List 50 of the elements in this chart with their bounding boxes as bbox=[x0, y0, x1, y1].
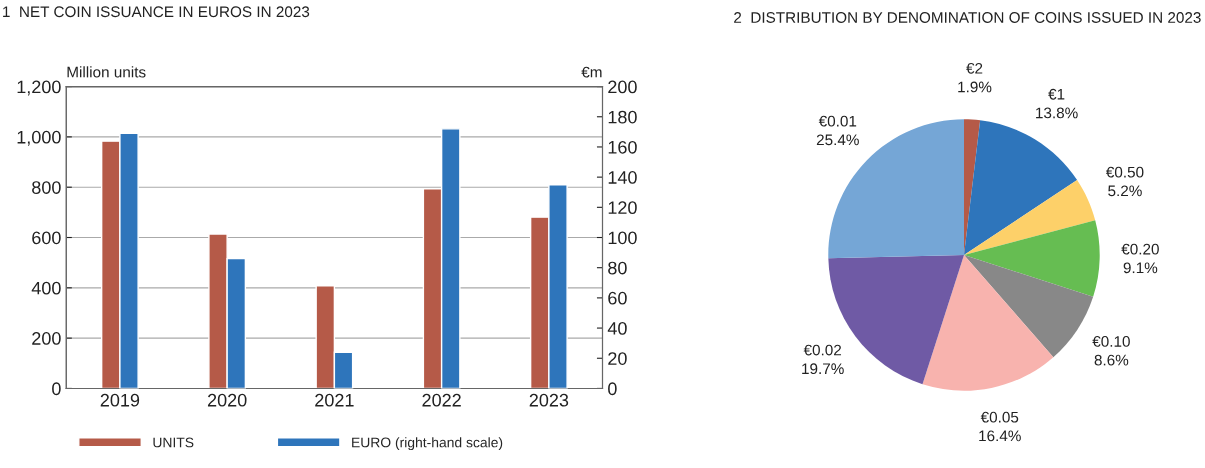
data-label: 5.2% bbox=[1108, 185, 1142, 197]
pie-slice bbox=[964, 220, 1100, 297]
legend-label: UNITS bbox=[153, 437, 194, 448]
y2-tick-label: 160 bbox=[608, 140, 637, 154]
y-axis-title: Million units bbox=[67, 66, 146, 78]
x-tick-label: 2021 bbox=[315, 393, 354, 407]
y2-tick-label: 140 bbox=[608, 171, 637, 184]
data-label: 19.7% bbox=[802, 363, 844, 375]
y-tick-label: 600 bbox=[32, 231, 61, 245]
slice-label: €0.01 bbox=[818, 115, 857, 127]
y-tick-label: 800 bbox=[32, 181, 61, 194]
pie-slice bbox=[964, 255, 1094, 358]
slice-label: €2 bbox=[966, 62, 983, 74]
slice-label: €1 bbox=[1048, 88, 1065, 100]
legend-label: EURO (right-hand scale) bbox=[352, 437, 503, 451]
y-tick-label: 0 bbox=[52, 382, 61, 396]
y2-tick-label: 60 bbox=[608, 291, 627, 305]
pie-slice bbox=[964, 120, 1078, 256]
y-tick-label: 1,200 bbox=[17, 80, 61, 96]
x-tick-label: 2020 bbox=[207, 393, 247, 407]
y2-tick-label: 20 bbox=[608, 352, 627, 365]
slice-label: €0.20 bbox=[1121, 243, 1159, 255]
y-tick-label: 200 bbox=[32, 332, 61, 345]
slice-label: €0.05 bbox=[980, 411, 1019, 423]
y2-tick-label: 200 bbox=[608, 80, 637, 94]
pie-slice bbox=[964, 180, 1096, 256]
y2-tick-label: 100 bbox=[608, 231, 637, 245]
chart-title: 1 NET COIN ISSUANCE IN EUROS IN 2023 bbox=[3, 6, 310, 18]
slice-label: €0.50 bbox=[1105, 166, 1144, 178]
data-label: 13.8% bbox=[1036, 107, 1078, 119]
slice-label: €0.10 bbox=[1092, 336, 1130, 347]
y2-tick-label: 120 bbox=[608, 201, 637, 215]
y2-axis-title: €m bbox=[581, 66, 602, 78]
x-tick-label: 2022 bbox=[422, 393, 461, 407]
y2-tick-label: 180 bbox=[608, 110, 637, 124]
y-tick-label: 1,000 bbox=[17, 130, 61, 146]
data-label: 1.9% bbox=[958, 81, 992, 93]
data-label: 16.4% bbox=[979, 430, 1021, 442]
y-tick-label: 400 bbox=[31, 281, 61, 295]
slice-label: €0.02 bbox=[803, 344, 842, 356]
x-tick-label: 2019 bbox=[100, 393, 140, 407]
chart-title: 2 DISTRIBUTION BY DENOMINATION OF COINS ISSUED IN 2023 bbox=[734, 12, 1201, 23]
y2-tick-label: 40 bbox=[607, 322, 627, 335]
data-label: 8.6% bbox=[1094, 354, 1129, 366]
x-tick-label: 2023 bbox=[529, 393, 569, 407]
data-label: 25.4% bbox=[816, 134, 859, 146]
y2-tick-label: 80 bbox=[608, 261, 627, 275]
pie-slice bbox=[922, 255, 1054, 391]
data-label: 9.1% bbox=[1123, 262, 1158, 274]
y2-tick-label: 0 bbox=[608, 382, 617, 396]
